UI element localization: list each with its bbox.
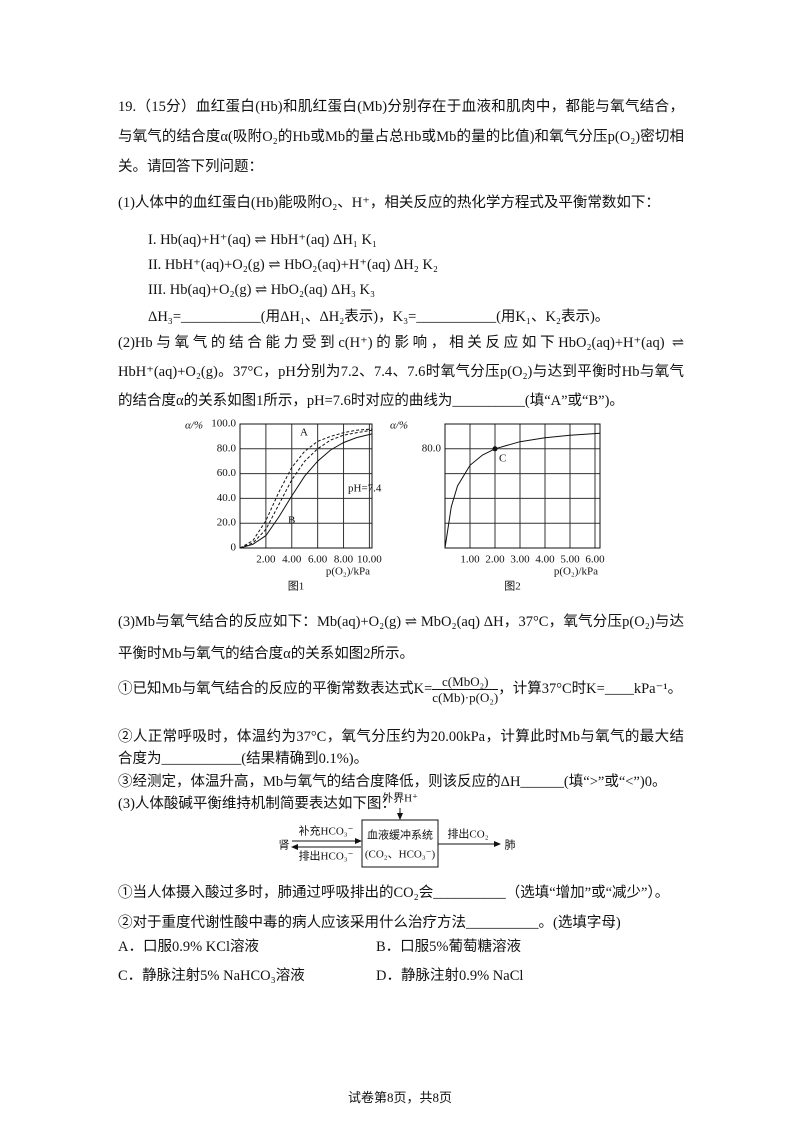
sub-question: ②对于重度代谢性酸中毒的病人应该采用什么治疗方法__________。(选填字母… — [118, 915, 621, 931]
data-point — [492, 446, 498, 452]
axis-label: α/% — [390, 420, 408, 432]
denominator: c(Mb)·p(O₂) — [432, 690, 499, 706]
axis-label: p(O₂)/kPa — [554, 566, 598, 578]
equation: III. Hb(aq)+O₂(g) ⇌ HbO₂(aq) ΔH₃ K₃ — [148, 282, 376, 298]
y-tick-label: 80.0 — [422, 442, 442, 454]
figure-caption: 图1 — [288, 580, 305, 593]
y-tick-label: 80.0 — [217, 442, 237, 454]
sub-question: ①当人体摄入酸过多时，肺通过呼吸排出的CO₂会__________（选填“增加”… — [118, 885, 670, 901]
diagram-label: 肾 — [279, 839, 290, 852]
part-1: (1)人体中的血红蛋白(Hb)能吸附O₂、H⁺，相关反应的热化学方程式及平衡常数… — [118, 195, 660, 211]
x-tick-label: 1.00 — [460, 554, 480, 566]
y-tick-label: 0 — [231, 542, 237, 554]
option: A．口服0.9% KCl溶液 — [118, 939, 259, 955]
curve-label: B — [288, 515, 295, 527]
curve — [239, 428, 373, 549]
numerator: c(MbO₂) — [432, 674, 499, 691]
curve — [239, 429, 373, 549]
part-3b: (3)人体酸碱平衡维持机制简要表达如下图： — [118, 796, 396, 812]
part-3: (3)Mb与氧气结合的反应如下：Mb(aq)+O₂(g) ⇌ MbO₂(aq) … — [118, 614, 684, 662]
curve — [239, 433, 373, 549]
text: ，计算37°C时K=____kPa⁻¹。 — [498, 681, 683, 697]
curve-label: A — [300, 427, 308, 439]
sub-question: ③经测定，体温升高，Mb与氧气的结合度降低，则该反应的ΔH______(填“>”… — [118, 774, 667, 790]
part-2: (2)Hb与氧气的结合能力受到c(H⁺)的影响，相关反应如下HbO₂(aq)+H… — [118, 335, 684, 409]
curve-label: pH=7.4 — [348, 483, 382, 495]
y-tick-label: 60.0 — [217, 467, 237, 479]
equation: I. Hb(aq)+H⁺(aq) ⇌ HbH⁺(aq) ΔH₁ K₁ — [148, 232, 378, 248]
diagram-label: 外界H⁺ — [382, 792, 418, 805]
x-tick-label: 4.00 — [535, 554, 555, 566]
curve — [444, 432, 601, 549]
x-tick-label: 3.00 — [510, 554, 530, 566]
diagram-label: 肺 — [505, 839, 516, 852]
sub-question: ②人正常呼吸时，体温约为37°C，氧气分压约为20.00kPa，计算此时Mb与氧… — [118, 729, 684, 767]
axis-label: p(O₂)/kPa — [326, 566, 370, 578]
diagram-label: 排出HCO₃⁻ — [299, 849, 354, 863]
x-tick-label: 5.00 — [560, 554, 580, 566]
k-expression: ①已知Mb与氧气结合的反应的平衡常数表达式K= c(MbO₂) c(Mb)·p(O₂… — [118, 674, 684, 705]
x-tick-label: 6.00 — [585, 554, 605, 566]
option: B．口服5%葡萄糖溶液 — [376, 939, 521, 955]
diagram-label: 排出CO₂ — [447, 827, 488, 841]
figure-caption: 图2 — [504, 580, 521, 593]
diagram-label: 补充HCO₃⁻ — [299, 824, 354, 838]
equation: II. HbH⁺(aq)+O₂(g) ⇌ HbO₂(aq)+H⁺(aq) ΔH₂… — [148, 257, 438, 273]
question-intro: 19.（15分）血红蛋白(Hb)和肌红蛋白(Mb)分别存在于血液和肌肉中，都能与… — [118, 99, 684, 175]
axis-label: α/% — [185, 420, 203, 432]
x-tick-label: 2.00 — [256, 554, 276, 566]
option: D．静脉注射0.9% NaCl — [376, 968, 524, 984]
point-label: C — [499, 452, 506, 464]
footer: 试卷第8页，共8页 — [347, 1090, 452, 1105]
y-tick-label: 40.0 — [217, 492, 237, 504]
x-tick-label: 4.00 — [282, 554, 302, 566]
y-tick-label: 20.0 — [217, 517, 237, 529]
x-tick-label: 2.00 — [485, 554, 505, 566]
x-tick-label: 6.00 — [308, 554, 328, 566]
fraction: c(MbO₂) c(Mb)·p(O₂) — [432, 674, 499, 706]
plot-frame — [444, 423, 601, 549]
text: ①已知Mb与氧气结合的反应的平衡常数表达式K= — [118, 681, 433, 697]
x-tick-label: 10.00 — [357, 554, 382, 566]
diagram-label: (CO₂、HCO₃⁻) — [365, 849, 436, 861]
blank-line: ΔH₃=___________(用ΔH₁、ΔH₂表示)，K₃=_________… — [148, 309, 610, 325]
x-tick-label: 8.00 — [334, 554, 354, 566]
diagram-label: 血液缓冲系统 — [367, 828, 433, 842]
option: C．静脉注射5% NaHCO₃溶液 — [118, 968, 305, 984]
diagram-lines — [291, 808, 501, 868]
plot-frame — [239, 423, 373, 549]
y-tick-label: 100.0 — [211, 418, 236, 430]
